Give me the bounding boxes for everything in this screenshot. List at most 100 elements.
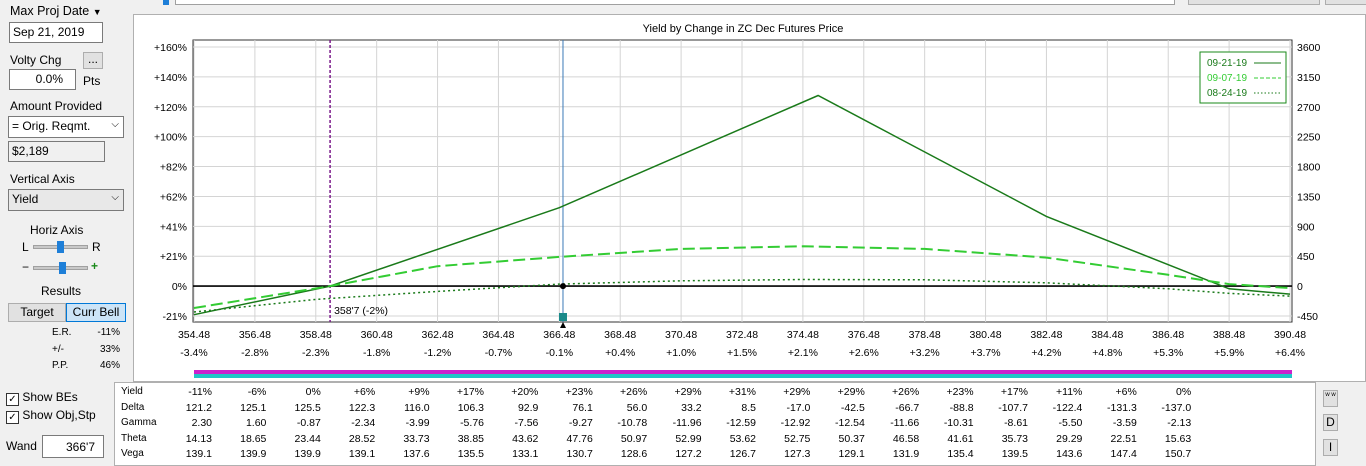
show-obj-stp-label: Show Obj,Stp	[22, 408, 96, 422]
x-tick-label: 384.48	[1091, 329, 1123, 341]
legend-label: 09-21-19	[1207, 58, 1247, 69]
chart-title: Yield by Change in ZC Dec Futures Price	[643, 23, 844, 35]
wand-input[interactable]: 366'7	[42, 435, 104, 458]
x-pct-tick-label: -1.8%	[363, 347, 390, 359]
horiz-r-label: R	[92, 240, 101, 254]
accent-bar-cyan	[194, 374, 1292, 378]
max-proj-date-text: Max Proj Date	[10, 4, 90, 18]
x-tick-label: 380.48	[969, 329, 1001, 341]
stat-value: 33%	[99, 344, 120, 355]
x-tick-label: 362.48	[421, 329, 453, 341]
results-label: Results	[41, 284, 82, 298]
zoom-plus[interactable]: +	[91, 259, 99, 273]
x-pct-tick-label: +5.9%	[1214, 347, 1244, 359]
stat-row: E.R. -11%	[52, 327, 122, 338]
zoom-minus[interactable]: −	[22, 260, 30, 274]
show-bes-label: Show BEs	[22, 390, 78, 404]
x-tick-label: 364.48	[482, 329, 514, 341]
x-pct-tick-label: +4.8%	[1092, 347, 1122, 359]
y-tick-label-left: -21%	[162, 311, 187, 323]
max-proj-date-label[interactable]: Max Proj Date ▼	[10, 4, 102, 18]
x-pct-tick-label: +2.1%	[788, 347, 818, 359]
yield-chart[interactable]: Yield by Change in ZC Dec Futures Price 3…	[0, 0, 1366, 385]
y-tick-label-left: +160%	[154, 42, 187, 54]
y-tick-label-right: 1350	[1297, 191, 1321, 203]
y-tick-label-left: +21%	[160, 251, 187, 263]
x-pct-tick-label: +5.3%	[1153, 347, 1183, 359]
show-obj-stp-checkbox[interactable]: ✓ Show Obj,Stp	[6, 408, 96, 424]
slider-thumb[interactable]	[57, 241, 64, 253]
x-pct-tick-label: +6.4%	[1275, 347, 1305, 359]
top-button[interactable]	[1188, 0, 1320, 5]
wand-label: Wand	[6, 439, 37, 453]
y-tick-label-left: +82%	[160, 162, 187, 174]
chevron-down-icon: ⌵	[111, 192, 119, 203]
slider-thumb[interactable]	[59, 262, 66, 274]
volty-chg-more-button[interactable]: ...	[83, 52, 103, 69]
y-tick-label-left: +140%	[154, 72, 187, 84]
accent-bar-magenta	[194, 370, 1292, 374]
stat-value: 46%	[99, 360, 120, 371]
horiz-axis-label: Horiz Axis	[30, 223, 84, 237]
ww-button[interactable]: w w	[1323, 390, 1338, 407]
checkbox-checked-icon: ✓	[6, 393, 19, 406]
x-tick-label: 372.48	[726, 329, 758, 341]
amount-provided-value: = Orig. Reqmt.	[12, 119, 91, 133]
stat-row: P.P. 46%	[52, 360, 122, 371]
amount-provided-select[interactable]: = Orig. Reqmt. ⌵	[8, 116, 124, 138]
volty-chg-label: Volty Chg	[10, 53, 62, 67]
volty-chg-input[interactable]: 0.0%	[9, 69, 76, 90]
current-price-arrow	[559, 322, 566, 328]
amount-provided-label: Amount Provided	[10, 99, 103, 113]
amount-value-field[interactable]: $2,189	[8, 141, 105, 162]
x-tick-label: 360.48	[361, 329, 393, 341]
x-pct-tick-label: +1.5%	[727, 347, 757, 359]
x-pct-tick-label: +3.2%	[910, 347, 940, 359]
x-tick-label: 374.48	[787, 329, 819, 341]
y-tick-label-right: 1800	[1297, 162, 1321, 174]
curr-bell-button[interactable]: Curr Bell	[66, 303, 126, 322]
y-tick-label-right: 3600	[1297, 42, 1321, 54]
stat-value: -11%	[97, 327, 120, 338]
zoom-slider[interactable]	[33, 262, 88, 274]
x-tick-label: 370.48	[665, 329, 697, 341]
y-tick-label-right: 2700	[1297, 102, 1321, 114]
top-field[interactable]	[175, 0, 1175, 5]
vertical-axis-label: Vertical Axis	[10, 172, 75, 186]
y-tick-label-right: 450	[1297, 251, 1315, 263]
y-tick-label-left: +62%	[160, 191, 187, 203]
x-tick-label: 358.48	[300, 329, 332, 341]
x-pct-tick-label: +0.4%	[605, 347, 635, 359]
x-pct-tick-label: +2.6%	[849, 347, 879, 359]
target-button[interactable]: Target	[8, 303, 66, 322]
horiz-slider[interactable]	[33, 241, 88, 253]
top-button[interactable]	[1325, 0, 1366, 5]
x-pct-tick-label: -2.3%	[302, 347, 329, 359]
x-pct-tick-label: +1.0%	[666, 347, 696, 359]
x-pct-tick-label: -0.7%	[485, 347, 512, 359]
dropdown-arrow-icon: ▼	[92, 7, 102, 17]
top-slider-thumb[interactable]	[163, 0, 169, 5]
stat-label: E.R.	[52, 327, 72, 338]
x-pct-tick-label: -2.8%	[241, 347, 268, 359]
x-tick-label: 376.48	[848, 329, 880, 341]
series-line-08-24-19	[193, 278, 1291, 313]
current-price-marker	[558, 313, 567, 321]
y-tick-label-right: -450	[1297, 311, 1318, 323]
x-tick-label: 356.48	[239, 329, 271, 341]
y-tick-label-left: +100%	[154, 132, 187, 144]
max-proj-date-field[interactable]: Sep 21, 2019	[9, 22, 103, 43]
x-tick-label: 366.48	[543, 329, 575, 341]
legend-box	[1199, 51, 1287, 104]
show-bes-checkbox[interactable]: ✓ Show BEs	[6, 390, 78, 406]
x-pct-tick-label: +3.7%	[971, 347, 1001, 359]
zero-point-marker	[559, 283, 566, 290]
x-tick-label: 388.48	[1213, 329, 1245, 341]
i-button[interactable]: I	[1323, 439, 1338, 456]
d-button[interactable]: D	[1323, 414, 1338, 431]
x-tick-label: 368.48	[604, 329, 636, 341]
legend-label: 09-07-19	[1207, 73, 1247, 84]
vertical-axis-select[interactable]: Yield ⌵	[8, 189, 124, 211]
x-tick-label: 378.48	[909, 329, 941, 341]
x-pct-tick-label: -0.1%	[546, 347, 573, 359]
